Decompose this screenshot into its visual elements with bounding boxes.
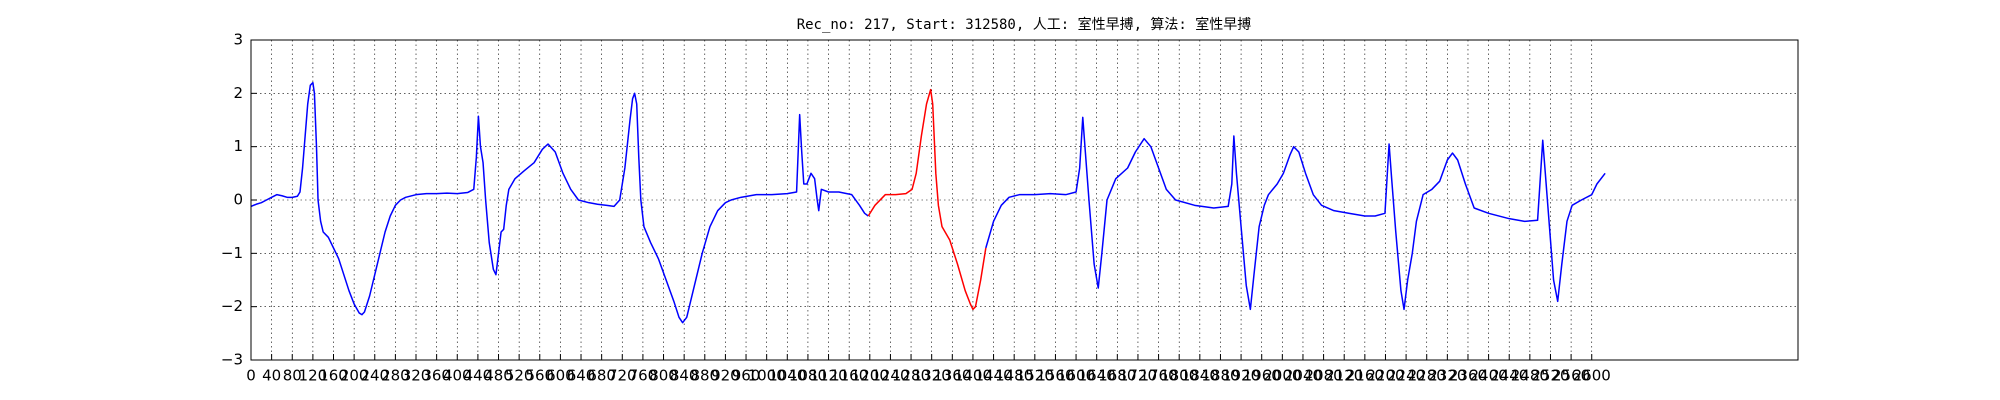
x-tick-label: 2200	[1366, 367, 1404, 385]
x-tick-label: 1960	[1243, 367, 1281, 385]
x-tick-label: 2320	[1428, 367, 1466, 385]
x-tick-label: 200	[340, 367, 369, 385]
x-tick-label: 240	[360, 367, 389, 385]
x-tick-label: 1240	[871, 367, 909, 385]
x-tick-label: 1560	[1036, 367, 1074, 385]
x-tick-label: 800	[649, 367, 678, 385]
x-tick-label: 560	[525, 367, 554, 385]
x-tick-label: 1200	[851, 367, 889, 385]
x-tick-label: 1680	[1098, 367, 1136, 385]
x-tick-label: 1440	[974, 367, 1012, 385]
x-tick-label: 760	[629, 367, 658, 385]
plot-frame	[250, 39, 1799, 361]
x-tick-label: 280	[381, 367, 410, 385]
x-tick-label: 2560	[1552, 367, 1590, 385]
x-tick-label: 880	[690, 367, 719, 385]
x-tick-label: 40	[262, 367, 281, 385]
x-tick-label: 1720	[1119, 367, 1157, 385]
x-tick-label: 1000	[748, 367, 786, 385]
x-tick-label: 120	[299, 367, 328, 385]
x-tick-label: 1760	[1139, 367, 1177, 385]
x-tick-label: 1400	[954, 367, 992, 385]
x-tick-label: 1280	[892, 367, 930, 385]
x-tick-label: 2160	[1346, 367, 1384, 385]
x-tick-label: 1120	[809, 367, 847, 385]
x-tick-label: 2480	[1511, 367, 1549, 385]
signal-line	[250, 81, 1606, 324]
chart-title: Rec_no: 217, Start: 312580, 人工: 室性早搏, 算法…	[797, 16, 1252, 33]
x-tick-label: 1320	[913, 367, 951, 385]
x-tick-label: 1520	[1016, 367, 1054, 385]
x-tick-label: 640	[567, 367, 596, 385]
x-tick-label: 2240	[1387, 367, 1425, 385]
x-tick-label: 1640	[1078, 367, 1116, 385]
y-tick-label: 2	[233, 84, 243, 102]
x-tick-label: 360	[422, 367, 451, 385]
x-tick-label: 80	[283, 367, 302, 385]
x-tick-label: 2040	[1284, 367, 1322, 385]
signal-line	[867, 88, 987, 311]
x-tick-label: 1080	[789, 367, 827, 385]
x-tick-label: 960	[732, 367, 761, 385]
y-tick-label: −1	[221, 244, 243, 262]
x-tick-label: 1160	[830, 367, 868, 385]
x-tick-label: 600	[546, 367, 575, 385]
x-tick-label: 840	[670, 367, 699, 385]
x-tick-label: 1040	[768, 367, 806, 385]
y-tick-label: 0	[233, 191, 243, 209]
y-tick-label: −2	[221, 297, 243, 315]
y-tick-label: 1	[233, 137, 243, 155]
x-tick-label: 1920	[1222, 367, 1260, 385]
x-tick-label: 720	[608, 367, 637, 385]
x-tick-label: 440	[464, 367, 493, 385]
x-tick-label: 520	[505, 367, 534, 385]
x-tick-label: 2440	[1490, 367, 1528, 385]
x-tick-label: 480	[484, 367, 513, 385]
x-tick-label: 2080	[1304, 367, 1342, 385]
x-tick-label: 2120	[1325, 367, 1363, 385]
x-tick-label: 1360	[933, 367, 971, 385]
x-tick-label: 1600	[1057, 367, 1095, 385]
y-tick-label: −3	[221, 351, 243, 369]
x-tick-label: 2360	[1449, 367, 1487, 385]
x-tick-label: 160	[319, 367, 348, 385]
x-tick-label: 2400	[1470, 367, 1508, 385]
x-tick-label: 2600	[1573, 367, 1611, 385]
x-tick-label: 400	[443, 367, 472, 385]
x-tick-label: 920	[711, 367, 740, 385]
x-tick-label: 1480	[995, 367, 1033, 385]
x-tick-label: 2000	[1263, 367, 1301, 385]
x-tick-label: 1800	[1160, 367, 1198, 385]
x-tick-label: 2280	[1408, 367, 1446, 385]
x-tick-label: 1880	[1201, 367, 1239, 385]
x-tick-label: 2520	[1531, 367, 1569, 385]
x-tick-label: 0	[246, 367, 256, 385]
x-tick-label: 320	[402, 367, 431, 385]
x-tick-label: 680	[587, 367, 616, 385]
x-tick-label: 1840	[1181, 367, 1219, 385]
y-tick-label: 3	[233, 31, 243, 49]
